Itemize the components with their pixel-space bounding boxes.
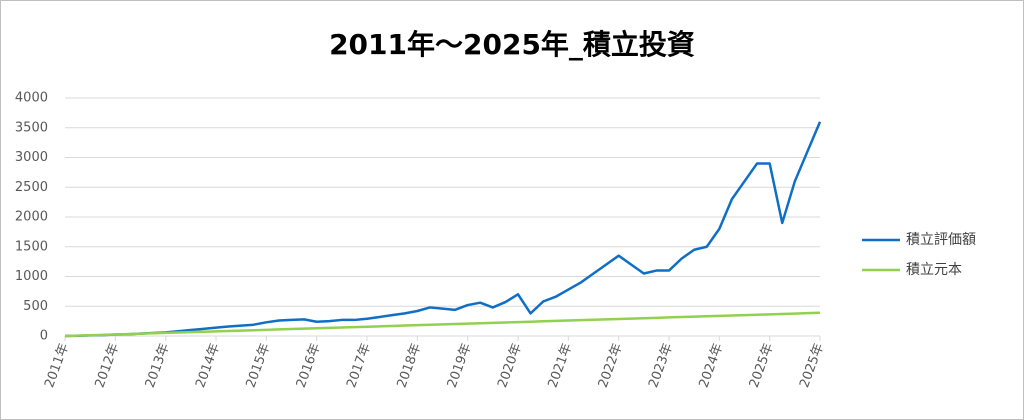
y-tick-label: 4000 bbox=[15, 91, 48, 106]
series-line bbox=[64, 121, 822, 338]
y-tick-label: 3500 bbox=[15, 120, 48, 135]
y-tick-label: 1000 bbox=[15, 269, 48, 284]
y-tick-label: 0 bbox=[40, 329, 48, 344]
chart-title: 2011年～2025年_積立投資 bbox=[329, 28, 695, 61]
series-line bbox=[64, 311, 821, 338]
y-tick-label: 2000 bbox=[15, 210, 48, 225]
legend-label: 積立元本 bbox=[906, 262, 962, 278]
y-tick-label: 2500 bbox=[15, 180, 48, 195]
y-tick-label: 500 bbox=[23, 299, 48, 314]
y-tick-label: 1500 bbox=[15, 239, 48, 254]
y-tick-label: 3000 bbox=[15, 150, 48, 165]
legend-label: 積立評価額 bbox=[906, 232, 976, 248]
